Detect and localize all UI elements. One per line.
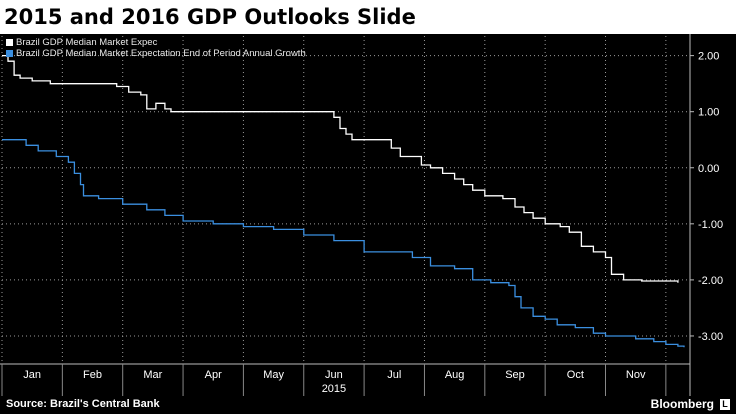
chart-title: 2015 and 2016 GDP Outlooks Slide [0,0,736,34]
chart-legend: Brazil GDP Median Market Expec Brazil GD… [6,37,306,59]
gdp-line-chart: 2.00 1.00 0.00 -1.00 -2.00 -3.00 Jan Feb Mar Apr M… [0,34,723,396]
series-line-1 [2,54,679,283]
y-tick-label: -3.00 [698,331,723,343]
legend-label-series-1: Brazil GDP Median Market Expec [16,37,158,48]
x-tick-label: May [263,369,284,381]
x-axis-label: 2015 [322,383,346,395]
legend-entry-series-2: Brazil GDP Median Market Expectation End… [6,48,306,59]
x-tick-label: Feb [83,369,102,381]
x-tick-label: Jul [387,369,401,381]
y-tick-label: 0.00 [698,163,719,175]
x-tick-label: Apr [205,369,222,381]
bloomberg-mark-icon: L [720,399,730,410]
series-line-2 [2,139,685,348]
y-tick-label: -1.00 [698,219,723,231]
legend-swatch-blue [6,50,13,57]
y-tick-label: 1.00 [698,107,719,119]
y-tick-label: -2.00 [698,275,723,287]
footer-bar: Source: Brazil's Central Bank Bloomberg … [0,396,736,414]
x-tick-label: Aug [445,369,465,381]
x-tick-label: Jun [325,369,343,381]
x-tick-label: Nov [626,369,646,381]
x-tick-label: Mar [143,369,162,381]
x-tick-label: Sep [505,369,525,381]
x-tick-label: Jan [23,369,41,381]
x-tick-label: Oct [567,369,584,381]
source-note: Source: Brazil's Central Bank [6,398,160,410]
bloomberg-logo: Bloomberg [650,397,714,411]
y-tick-label: 2.00 [698,51,719,63]
legend-entry-series-1: Brazil GDP Median Market Expec [6,37,306,48]
legend-swatch-white [6,39,13,46]
legend-label-series-2: Brazil GDP Median Market Expectation End… [16,48,306,59]
